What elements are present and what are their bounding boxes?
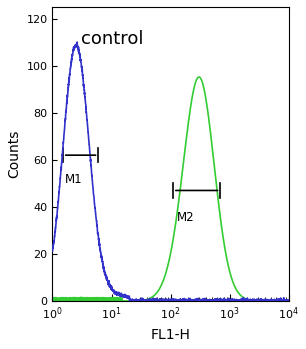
Y-axis label: Counts: Counts xyxy=(7,130,21,178)
Text: control: control xyxy=(81,30,143,49)
X-axis label: FL1-H: FL1-H xyxy=(151,328,191,342)
Text: M2: M2 xyxy=(177,211,194,224)
Text: M1: M1 xyxy=(65,173,83,186)
